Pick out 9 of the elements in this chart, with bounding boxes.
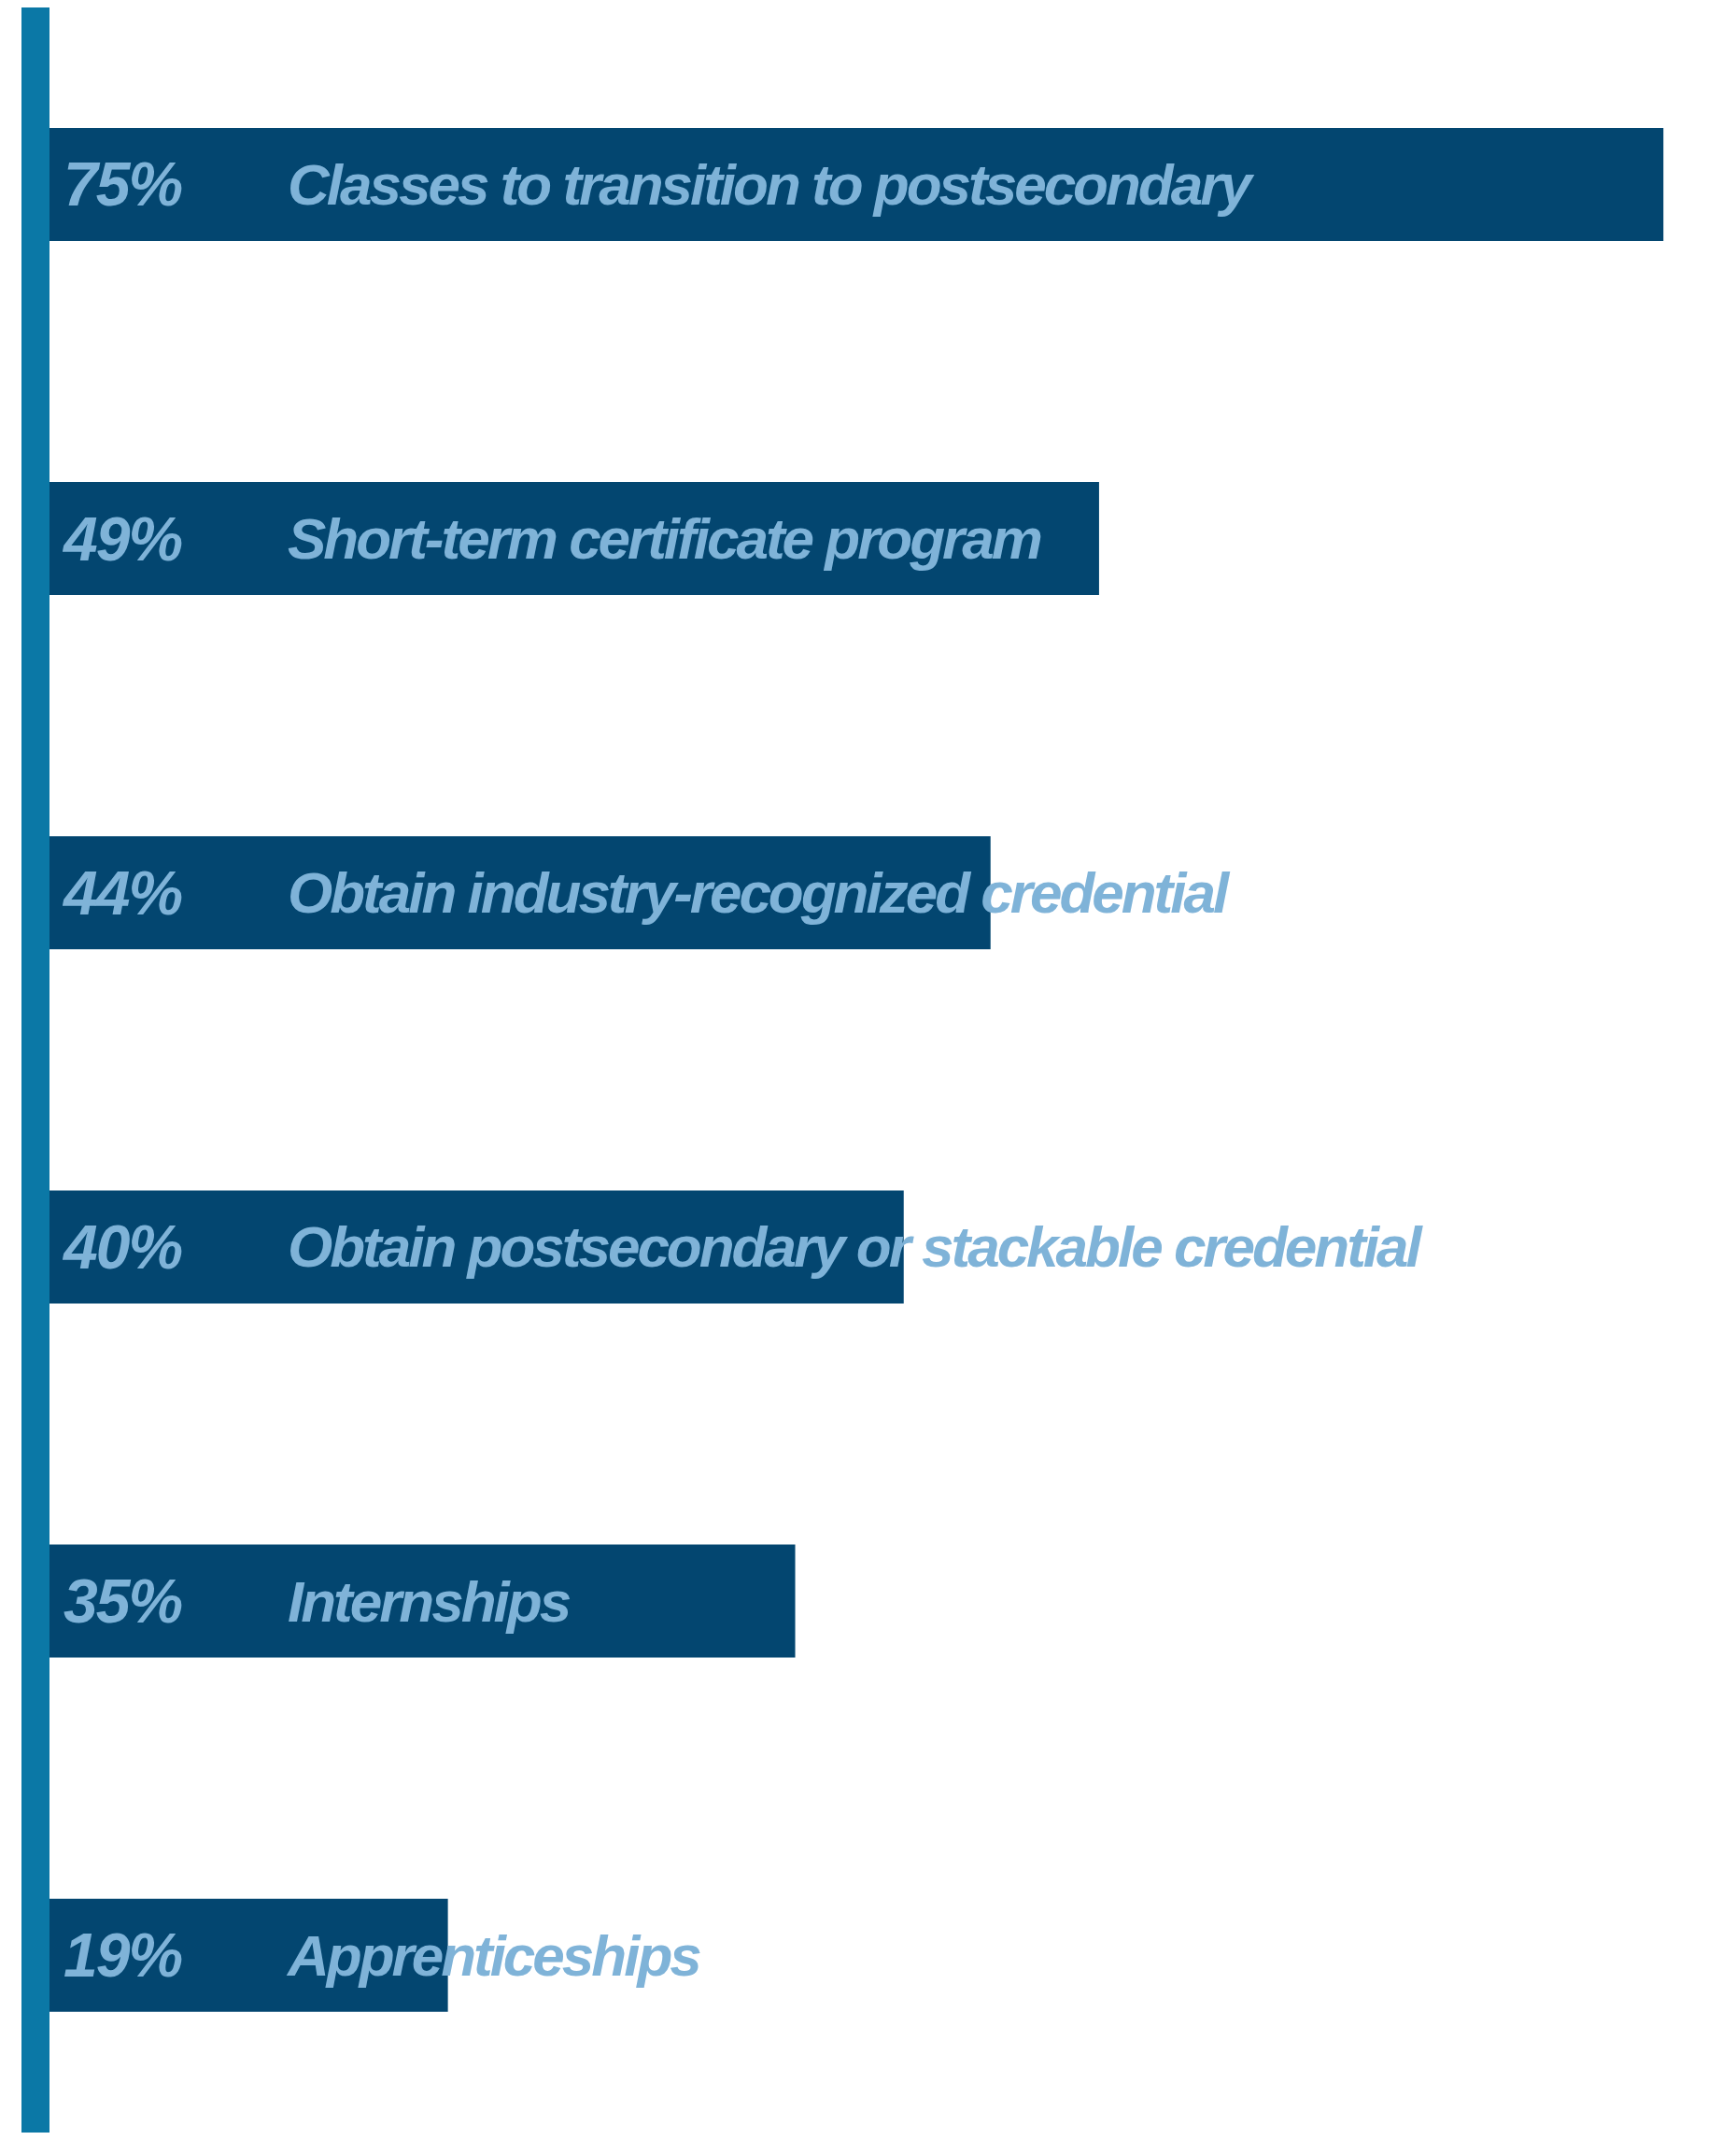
y-tick-label: Short-term certificate program bbox=[288, 506, 1041, 572]
data-label: 49% bbox=[62, 503, 182, 574]
data-label: 40% bbox=[62, 1212, 182, 1282]
data-label: 75% bbox=[64, 149, 182, 220]
y-tick-label: Internships bbox=[288, 1568, 571, 1634]
data-label: 19% bbox=[64, 1920, 182, 1991]
y-tick-label: Classes to transition to postsecondary bbox=[288, 151, 1256, 217]
data-label: 44% bbox=[62, 857, 182, 928]
data-label: 35% bbox=[64, 1566, 182, 1637]
